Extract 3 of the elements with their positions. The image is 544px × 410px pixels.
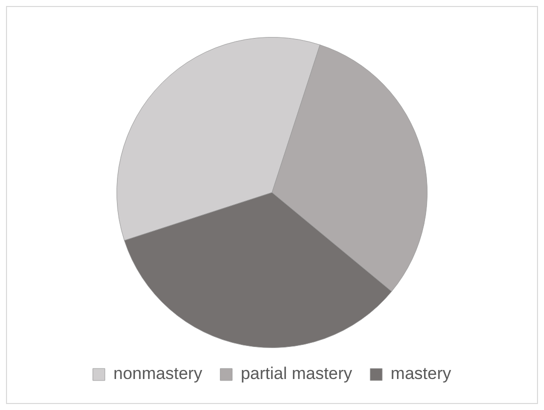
legend-label: partial mastery xyxy=(240,364,353,384)
legend-label: nonmastery xyxy=(113,364,203,384)
legend-label: mastery xyxy=(390,364,452,384)
